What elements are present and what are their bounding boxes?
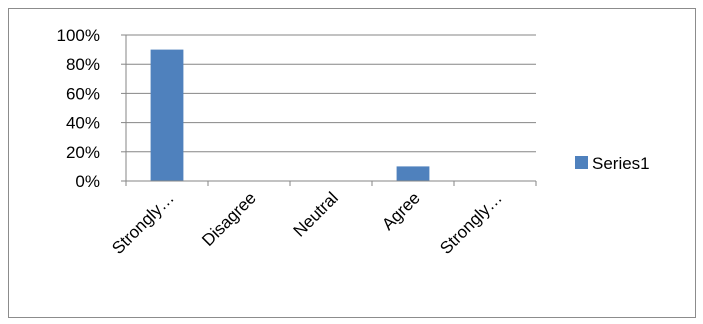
y-tick-label: 100% [57,26,100,45]
y-tick-label: 40% [66,114,100,133]
y-tick-label: 80% [66,55,100,74]
x-tick-label: Strongly… [436,188,506,258]
legend: Series1 [575,154,650,173]
legend-swatch [575,156,588,169]
x-tick-label: Disagree [198,188,260,250]
y-tick-label: 0% [75,172,100,191]
y-tick-label: 20% [66,143,100,162]
gridlines [126,34,536,153]
x-axis-ticks [125,181,537,186]
x-tick-label: Strongly… [108,188,178,258]
y-axis-ticks: 0% 20% 40% 60% 80% 100% [57,26,126,191]
bar [150,49,184,181]
y-tick-label: 60% [66,84,100,103]
x-tick-label: Agree [378,188,424,234]
bar [396,166,430,181]
x-axis-labels: Strongly… Disagree Neutral Agree Strongly… [108,188,506,258]
bars [150,49,430,181]
legend-label: Series1 [592,154,650,173]
x-tick-label: Neutral [290,188,342,240]
